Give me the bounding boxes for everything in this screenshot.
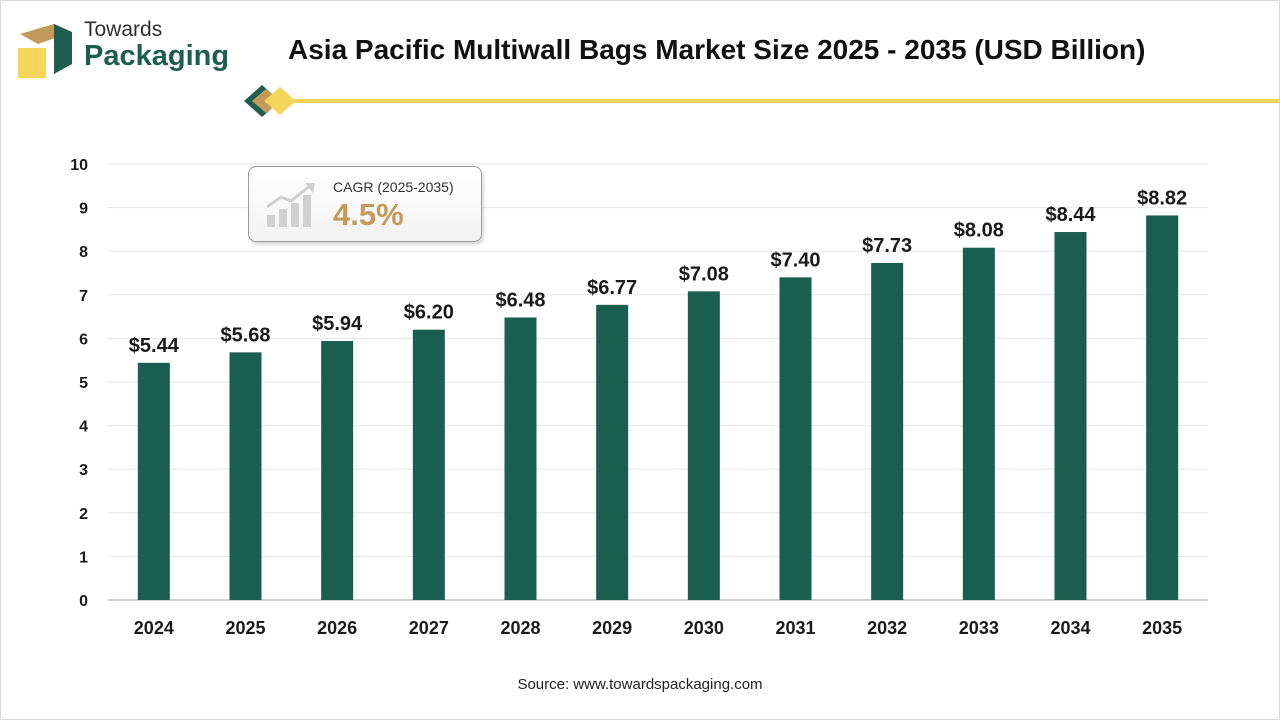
bar bbox=[504, 317, 537, 600]
bar bbox=[687, 291, 720, 600]
logo-word-towards: Towards bbox=[84, 18, 163, 41]
x-tick-label: 2030 bbox=[684, 618, 724, 638]
x-tick-label: 2028 bbox=[500, 618, 540, 638]
bar bbox=[137, 362, 170, 600]
x-tick-label: 2033 bbox=[959, 618, 999, 638]
y-tick-label: 3 bbox=[79, 462, 88, 479]
y-tick-label: 1 bbox=[79, 549, 88, 566]
bar-value-label: $8.08 bbox=[954, 220, 1004, 242]
bar bbox=[779, 277, 812, 600]
bar-value-label: $7.40 bbox=[770, 249, 820, 271]
y-tick-label: 10 bbox=[70, 157, 88, 174]
bar bbox=[229, 352, 262, 600]
bar-value-label: $7.73 bbox=[862, 235, 912, 257]
cagr-callout: CAGR (2025-2035) 4.5% bbox=[248, 166, 482, 242]
x-tick-label: 2034 bbox=[1050, 618, 1090, 638]
y-tick-label: 6 bbox=[79, 331, 88, 348]
labels: $5.44 2024 $5.68 2025 $5.94 2026 $6.20 2027 $6.4… bbox=[129, 187, 1187, 638]
cagr-value: 4.5% bbox=[333, 197, 404, 232]
x-tick-label: 2027 bbox=[409, 618, 449, 638]
bar bbox=[1054, 232, 1087, 601]
x-tick-label: 2026 bbox=[317, 618, 357, 638]
y-tick-label: 9 bbox=[79, 201, 88, 218]
bar-value-label: $5.68 bbox=[220, 324, 270, 346]
bar-value-label: $8.44 bbox=[1045, 204, 1096, 226]
y-tick-label: 2 bbox=[79, 506, 88, 523]
bar-value-label: $6.48 bbox=[495, 289, 545, 311]
y-tick-label: 4 bbox=[79, 419, 88, 436]
bar-value-label: $5.94 bbox=[312, 313, 363, 335]
x-tick-label: 2035 bbox=[1142, 618, 1182, 638]
y-tick-label: 0 bbox=[79, 593, 88, 610]
bar bbox=[962, 247, 995, 600]
bar-value-label: $7.08 bbox=[679, 263, 729, 285]
x-tick-label: 2032 bbox=[867, 618, 907, 638]
title-divider bbox=[244, 85, 1280, 117]
bar bbox=[321, 341, 354, 600]
bars bbox=[137, 215, 1179, 601]
box-logo-icon bbox=[18, 24, 72, 78]
bar bbox=[871, 262, 904, 600]
bar-value-label: $5.44 bbox=[129, 335, 180, 357]
y-tick-label: 7 bbox=[79, 288, 88, 305]
x-tick-label: 2025 bbox=[225, 618, 265, 638]
bar bbox=[412, 329, 445, 600]
bar bbox=[1146, 215, 1179, 600]
x-tick-label: 2031 bbox=[775, 618, 815, 638]
x-tick-label: 2029 bbox=[592, 618, 632, 638]
axes: 0 1 2 3 4 5 6 7 8 9 10 bbox=[70, 157, 1208, 610]
logo-word-packaging: Packaging bbox=[84, 40, 230, 72]
y-tick-label: 5 bbox=[79, 375, 88, 392]
bar-value-label: $8.82 bbox=[1137, 187, 1187, 209]
bar-value-label: $6.20 bbox=[404, 302, 454, 324]
bar bbox=[596, 304, 629, 600]
cagr-label: CAGR (2025-2035) bbox=[333, 179, 454, 195]
growth-chart-icon bbox=[266, 183, 315, 227]
y-tick-label: 8 bbox=[79, 244, 88, 261]
x-tick-label: 2024 bbox=[134, 618, 174, 638]
divider-yellow-diamond-icon bbox=[264, 87, 296, 115]
bar-value-label: $6.77 bbox=[587, 277, 637, 299]
towards-packaging-logo: Towards Packaging bbox=[14, 18, 244, 84]
source-note: Source: www.towardspackaging.com bbox=[517, 676, 763, 693]
chart-title: Asia Pacific Multiwall Bags Market Size … bbox=[288, 34, 1146, 65]
